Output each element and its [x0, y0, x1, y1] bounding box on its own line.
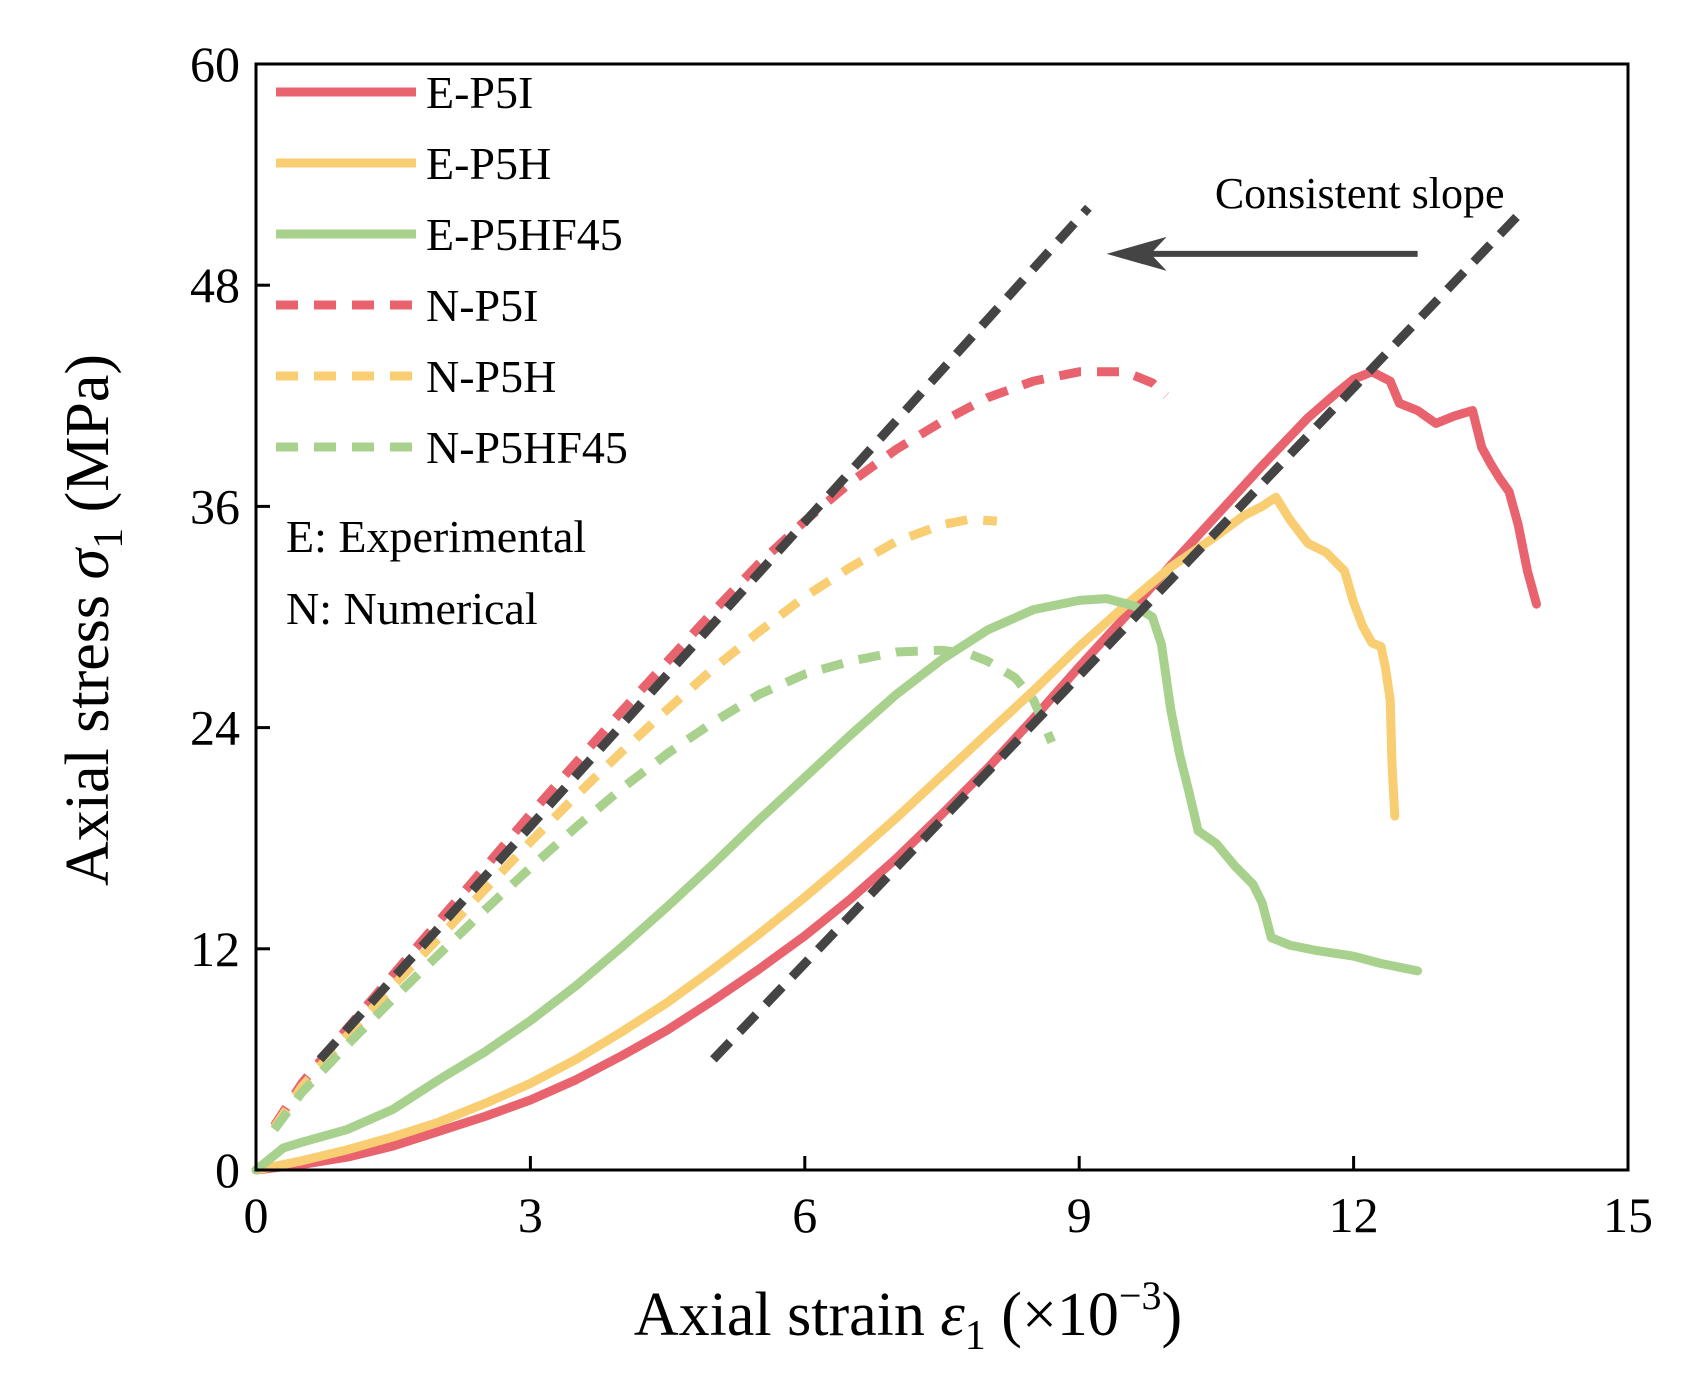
series-line-n-p5i — [270, 367, 1170, 1129]
series-line-n-p5h — [270, 514, 998, 1131]
legend-label-n-p5hf45: N-P5HF45 — [426, 422, 628, 473]
annotation-text: Consistent slope — [1215, 169, 1505, 218]
x-tick-label: 9 — [1067, 1187, 1092, 1243]
y-tick-label: 48 — [190, 257, 240, 313]
x-tick-label: 12 — [1329, 1187, 1379, 1243]
legend-label-e-p5hf45: E-P5HF45 — [426, 209, 623, 260]
y-axis-title: Axial stress σ1 (MPa) — [54, 354, 132, 886]
legend-label-e-p5i: E-P5I — [426, 67, 533, 118]
legend: E-P5I E-P5H E-P5HF45 N-P5I N-P5H N-P5HF45 — [276, 67, 628, 473]
x-tick-label: 6 — [792, 1187, 817, 1243]
x-tick-label: 3 — [518, 1187, 543, 1243]
slope-guide-line-1 — [316, 204, 1092, 1063]
legend-label-n-p5h: N-P5H — [426, 351, 556, 402]
series-line-e-p5i — [251, 367, 1541, 1175]
legend-label-n-p5i: N-P5I — [426, 280, 538, 331]
series-line-e-p5h — [251, 492, 1400, 1175]
plot-frame — [254, 62, 1630, 1172]
series-line-n-p5hf45 — [270, 645, 1056, 1133]
y-tick-label: 60 — [190, 36, 240, 92]
y-tick-label: 0 — [215, 1142, 240, 1198]
y-tick-label: 24 — [190, 700, 240, 756]
x-tick-label: 15 — [1603, 1187, 1653, 1243]
x-tick-label: 0 — [244, 1187, 269, 1243]
legend-label-e-p5h: E-P5H — [426, 138, 551, 189]
y-tick-label: 12 — [190, 921, 240, 977]
annotation-arrow-head — [1106, 236, 1167, 271]
x-axis-title: Axial strain ε1 (×10−3) — [634, 1273, 1182, 1359]
series-layer — [251, 204, 1541, 1175]
note-numerical: N: Numerical — [286, 583, 538, 634]
y-tick-label: 36 — [190, 478, 240, 534]
series-line-e-p5hf45 — [251, 594, 1423, 1175]
slope-guide-line-2 — [710, 212, 1522, 1063]
note-experimental: E: Experimental — [286, 511, 586, 562]
